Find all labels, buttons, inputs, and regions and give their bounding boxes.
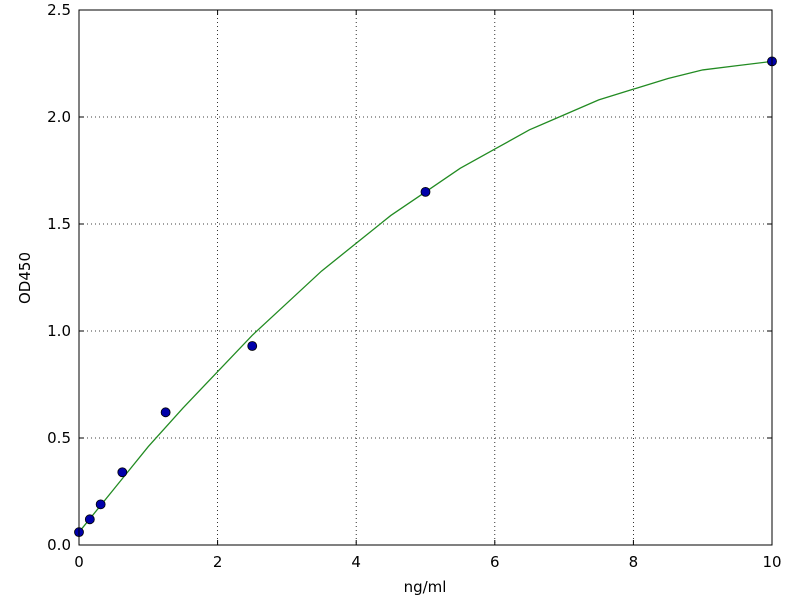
- y-tick-label: 2.5: [47, 1, 71, 19]
- x-tick-label: 2: [213, 553, 223, 571]
- y-tick-label: 0.5: [47, 429, 71, 447]
- x-tick-label: 4: [351, 553, 361, 571]
- plot-frame: [78, 9, 773, 546]
- data-point: [84, 514, 95, 525]
- y-axis-label: OD450: [16, 252, 34, 304]
- data-point: [160, 407, 171, 418]
- y-tick-label: 0.0: [47, 536, 71, 554]
- x-axis-label: ng/ml: [404, 578, 447, 596]
- x-tick-label: 10: [762, 553, 781, 571]
- x-tick-label: 6: [490, 553, 500, 571]
- data-point: [420, 186, 431, 197]
- x-tick-label: 0: [74, 553, 84, 571]
- fit-curve: [78, 60, 773, 533]
- data-point: [247, 341, 258, 351]
- data-point: [95, 499, 106, 510]
- y-tick-label: 1.5: [47, 215, 71, 233]
- y-tick-label: 2.0: [47, 108, 71, 126]
- data-point: [117, 467, 128, 478]
- y-tick-label: 1.0: [47, 322, 71, 340]
- x-tick-label: 8: [629, 553, 639, 571]
